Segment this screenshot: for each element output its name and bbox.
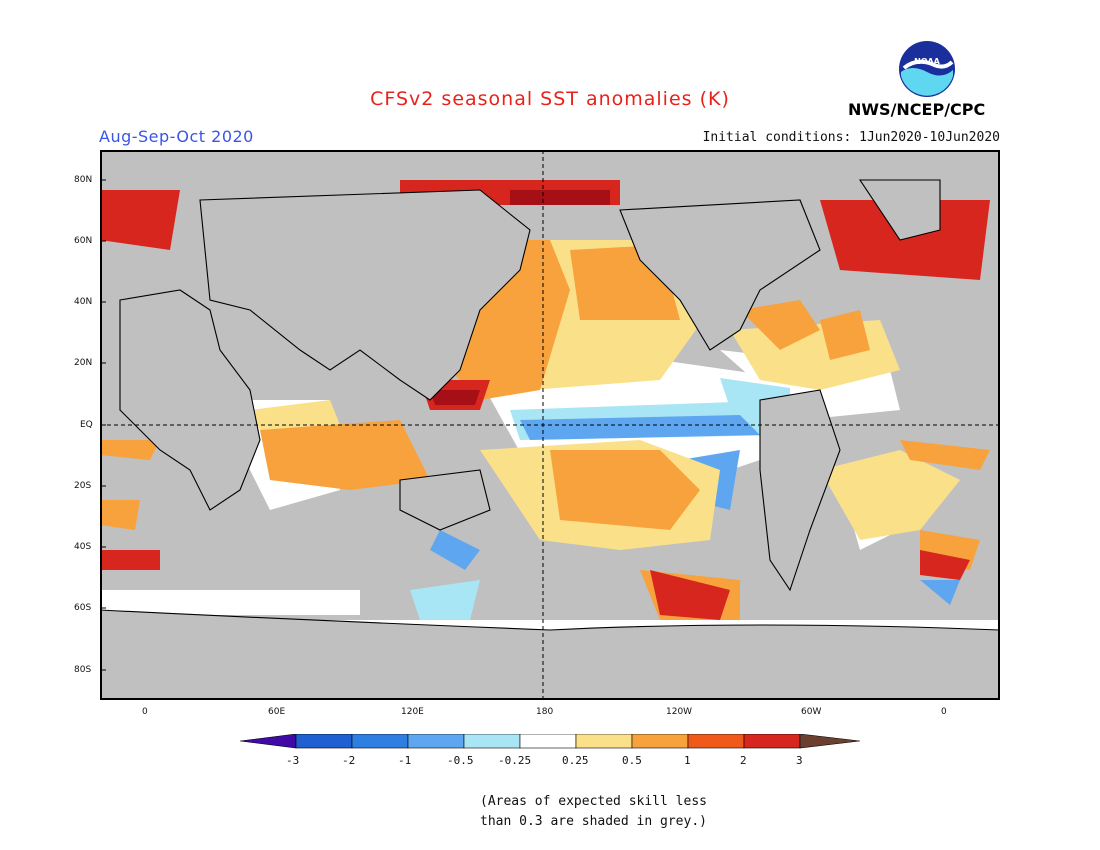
lat-label-80n: 80N [74, 175, 93, 185]
lon-label-120w: 120W [666, 707, 693, 717]
strong-warm-anomaly-regions [100, 180, 990, 620]
color-scale-bar [240, 734, 860, 749]
lat-label-40n: 40N [74, 297, 93, 307]
cb-label-9: 3 [796, 754, 803, 767]
lat-label-20s: 20S [74, 481, 92, 491]
cb-label-8: 2 [740, 754, 747, 767]
noaa-logo: NOAA [899, 41, 955, 97]
cb-swatch-9 [743, 734, 801, 749]
cb-swatch-2 [351, 734, 409, 749]
cb-swatch-under [240, 734, 297, 749]
initial-conditions: Initial conditions: 1Jun2020-10Jun2020 [702, 130, 1000, 145]
lon-label-120e: 120E [401, 707, 424, 717]
lat-label-eq: EQ [80, 420, 93, 430]
lon-label-60w: 60W [801, 707, 822, 717]
cb-swatch-3 [407, 734, 465, 749]
lon-label-0: 0 [142, 707, 148, 717]
lat-label-20n: 20N [74, 358, 93, 368]
lat-label-40s: 40S [74, 542, 92, 552]
season-label: Aug-Sep-Oct 2020 [99, 127, 254, 146]
cb-swatch-5 [519, 734, 577, 749]
sst-anomaly-map [100, 150, 1000, 700]
noaa-logo-text: NOAA [914, 57, 940, 66]
map-title: CFSv2 seasonal SST anomalies (K) [370, 88, 730, 110]
cb-swatch-6 [575, 734, 633, 749]
cb-label-6: 0.5 [622, 754, 642, 767]
lon-label-180: 180 [536, 707, 554, 717]
footnote-line-1: (Areas of expected skill less [480, 794, 707, 809]
cb-label-3: -0.5 [447, 754, 474, 767]
cb-swatch-4 [463, 734, 521, 749]
cb-swatch-over [799, 734, 860, 749]
cb-label-7: 1 [684, 754, 691, 767]
cb-label-0: -3 [286, 754, 300, 767]
cb-swatch-7 [631, 734, 689, 749]
very-strong-warm-anomaly-regions [430, 190, 610, 405]
skill-footnote: (Areas of expected skill less than 0.3 a… [480, 792, 707, 832]
land-masses [100, 179, 1000, 700]
cb-swatch-8 [687, 734, 745, 749]
lat-label-80s: 80S [74, 665, 92, 675]
cb-label-5: 0.25 [562, 754, 589, 767]
lon-label-60e: 60E [268, 707, 286, 717]
lon-label-0-right: 0 [941, 707, 947, 717]
lat-label-60s: 60S [74, 603, 92, 613]
cb-label-1: -2 [342, 754, 356, 767]
warm-anomaly-regions [100, 240, 990, 620]
footnote-line-2: than 0.3 are shaded in grey.) [480, 814, 707, 829]
agency-label: NWS/NCEP/CPC [848, 100, 986, 119]
cb-label-2: -1 [398, 754, 412, 767]
lat-label-60n: 60N [74, 236, 93, 246]
cb-label-4: -0.25 [498, 754, 532, 767]
graticule [100, 150, 1000, 700]
cb-swatch-1 [295, 734, 353, 749]
